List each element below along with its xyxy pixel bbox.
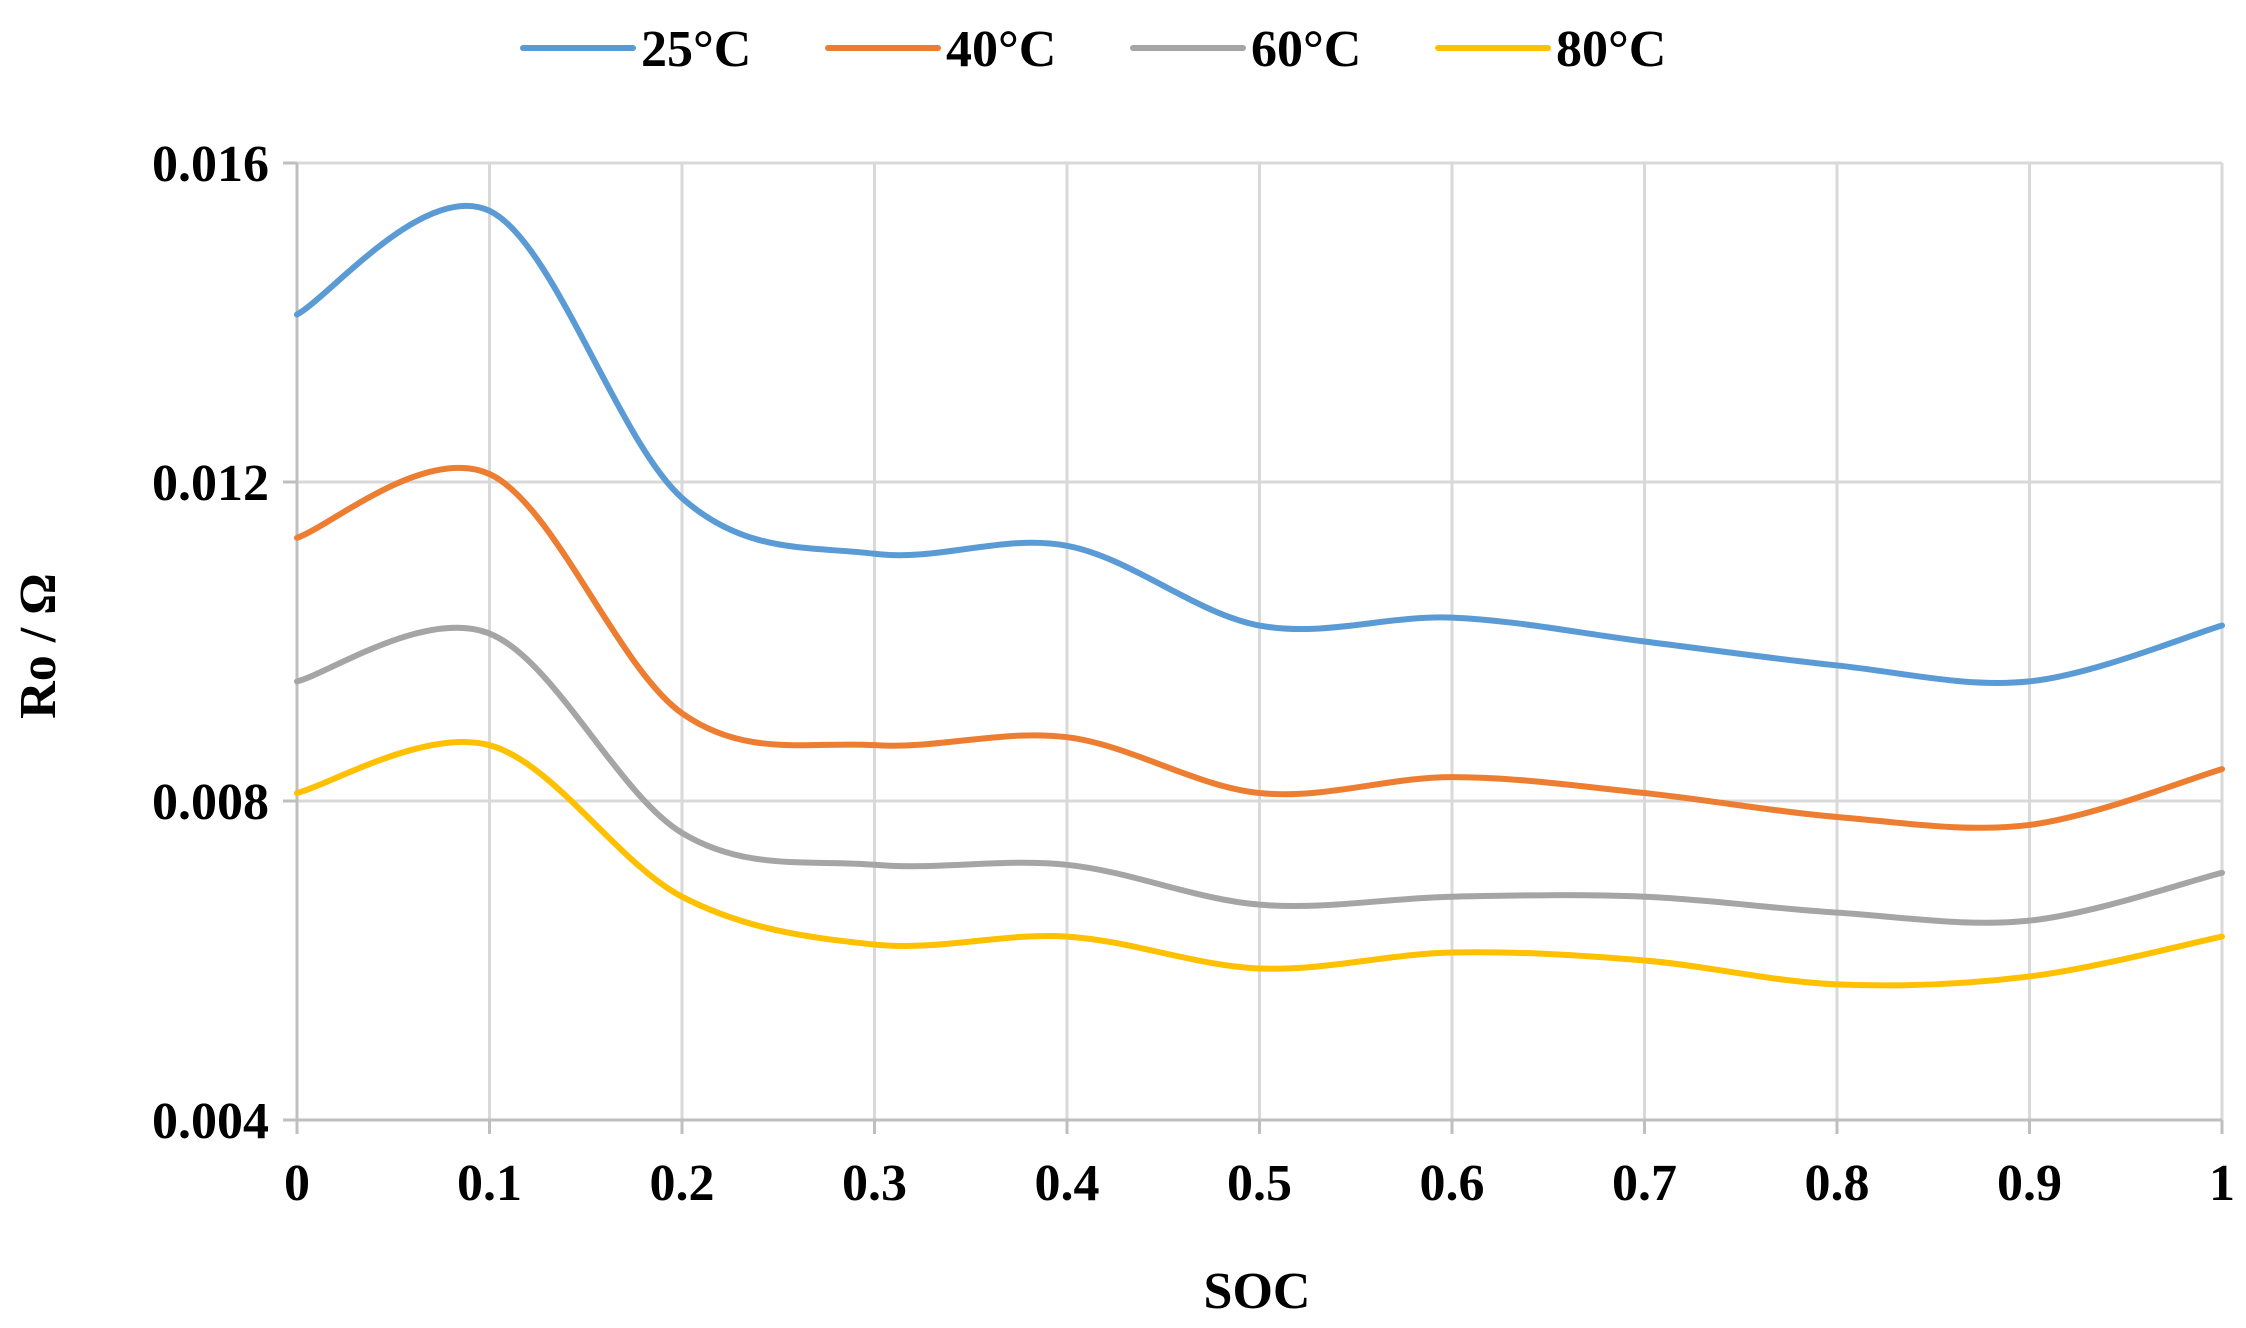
x-tick-label: 0.2: [650, 1155, 715, 1212]
x-tick-label: 0.4: [1035, 1155, 1100, 1212]
series-line-80C: [294, 738, 2225, 989]
y-tick-label: 0.008: [152, 774, 269, 831]
x-tick-label: 0: [284, 1155, 310, 1212]
axis-layer: [283, 161, 2224, 1134]
legend-label: 80°C: [1556, 21, 1666, 78]
grid-layer: [297, 161, 2224, 1120]
y-axis-title: Ro / Ω: [10, 573, 67, 719]
x-tick-label: 0.8: [1805, 1155, 1870, 1212]
legend-item: 25°C: [520, 21, 751, 78]
legend-label: 40°C: [946, 21, 1056, 78]
legend-label: 25°C: [641, 21, 751, 78]
x-tick-label: 0.5: [1227, 1155, 1292, 1212]
legend-item: 40°C: [825, 21, 1056, 78]
y-tick-label: 0.004: [152, 1093, 269, 1150]
legend-item: 60°C: [1130, 21, 1361, 78]
y-tick-label: 0.016: [152, 136, 269, 193]
x-axis-title: SOC: [1204, 1263, 1311, 1320]
series-layer: [294, 202, 2225, 989]
tick-labels: 0.004 0.008 0.012 0.016 0 0.1 0.2 0.3 0.4 0.5 0.6 0…: [152, 136, 2235, 1212]
x-tick-label: 0.1: [457, 1155, 522, 1212]
series-line-40C: [294, 464, 2225, 831]
x-tick-label: 0.7: [1612, 1155, 1677, 1212]
x-tick-label: 0.6: [1420, 1155, 1485, 1212]
x-tick-label: 0.9: [1997, 1155, 2062, 1212]
y-tick-label: 0.012: [152, 455, 269, 512]
x-tick-label: 0.3: [842, 1155, 907, 1212]
legend-item: 80°C: [1435, 21, 1666, 78]
series-line-25C: [294, 202, 2225, 686]
legend: 25°C 40°C 60°C 80°C: [520, 21, 1666, 78]
series-line-60C: [294, 624, 2225, 926]
x-tick-label: 1: [2209, 1155, 2235, 1212]
legend-label: 60°C: [1251, 21, 1361, 78]
